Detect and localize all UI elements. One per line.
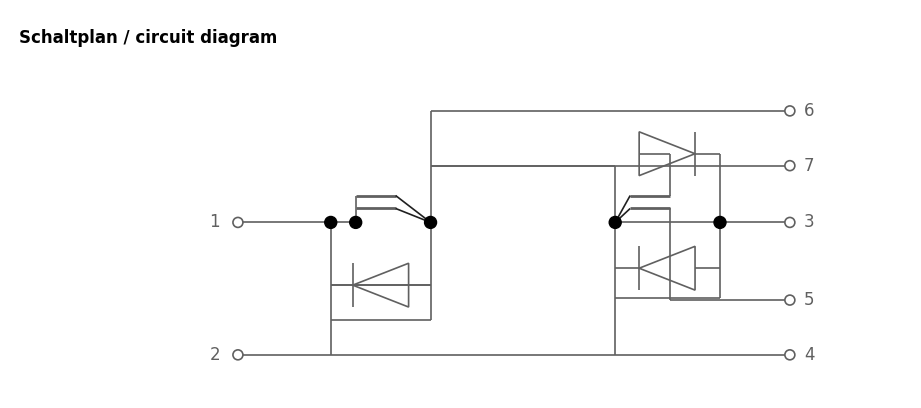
Circle shape — [425, 217, 437, 228]
Text: 1: 1 — [209, 213, 220, 231]
Text: 7: 7 — [804, 157, 814, 175]
Text: Schaltplan / circuit diagram: Schaltplan / circuit diagram — [19, 29, 278, 47]
Circle shape — [785, 217, 795, 227]
Circle shape — [785, 295, 795, 305]
Text: 4: 4 — [804, 346, 814, 364]
Text: 3: 3 — [804, 213, 814, 231]
Circle shape — [325, 217, 337, 228]
Text: 5: 5 — [804, 291, 814, 309]
Circle shape — [785, 106, 795, 116]
Circle shape — [350, 217, 362, 228]
Circle shape — [233, 350, 243, 360]
Circle shape — [714, 217, 726, 228]
Circle shape — [785, 350, 795, 360]
Circle shape — [233, 217, 243, 227]
Circle shape — [785, 161, 795, 171]
Text: 6: 6 — [804, 102, 814, 120]
Text: 2: 2 — [209, 346, 220, 364]
Circle shape — [609, 217, 621, 228]
